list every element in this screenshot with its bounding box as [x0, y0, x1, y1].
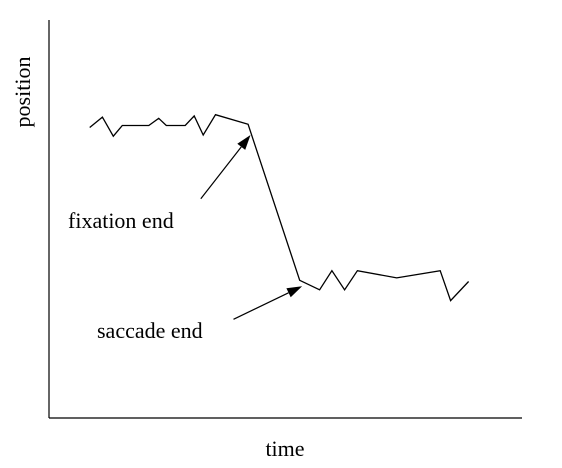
saccade-end-label: saccade end [97, 318, 203, 343]
series-line [89, 113, 470, 302]
fixation-end-label: fixation end [68, 208, 174, 233]
saccade-end-arrow [233, 292, 289, 320]
fixation-end-arrow-head [237, 135, 251, 150]
x-axis-label: time [265, 436, 304, 461]
y-axis-label: position [10, 57, 35, 128]
fixation-end-arrow [200, 146, 242, 200]
saccade-end-arrow-head [286, 286, 303, 298]
